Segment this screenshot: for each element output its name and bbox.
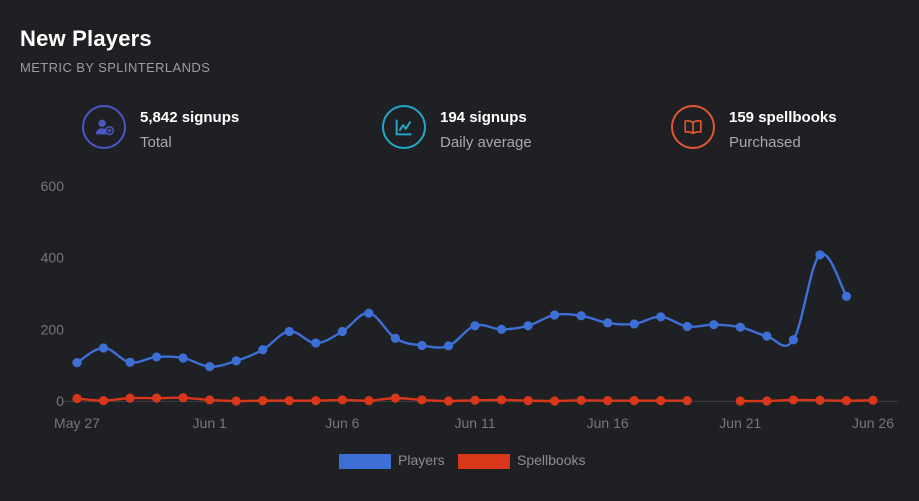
x-tick-label: May 27 <box>54 415 100 431</box>
y-tick-label: 200 <box>41 321 65 337</box>
spellbooks-data-point[interactable] <box>603 396 613 406</box>
spellbooks-data-point[interactable] <box>443 396 454 406</box>
players-data-point[interactable] <box>364 308 374 318</box>
players-data-point[interactable] <box>311 338 321 348</box>
players-series-line <box>76 252 848 368</box>
players-data-point[interactable] <box>762 331 772 341</box>
add-user-icon <box>82 105 126 149</box>
players-data-point[interactable] <box>284 326 294 337</box>
spellbooks-data-point[interactable] <box>629 396 639 406</box>
players-data-point[interactable] <box>417 340 427 351</box>
page-title: New Players <box>20 26 152 51</box>
stat-spellbooks-purchased: 159 spellbooks Purchased <box>671 105 871 155</box>
players-data-point[interactable] <box>125 357 135 367</box>
players-data-point[interactable] <box>841 291 852 301</box>
legend-label: Spellbooks <box>517 452 586 468</box>
spellbooks-data-point[interactable] <box>72 393 82 404</box>
spellbooks-data-point[interactable] <box>311 396 321 406</box>
spellbooks-data-point[interactable] <box>576 395 586 405</box>
players-data-point[interactable] <box>576 311 586 321</box>
stat-value: 5,842 signups <box>140 109 240 126</box>
spellbooks-data-point[interactable] <box>231 396 241 406</box>
players-data-point[interactable] <box>205 362 215 372</box>
stat-label: Total <box>140 134 172 151</box>
players-data-point[interactable] <box>231 356 241 366</box>
x-tick-label: Jun 11 <box>455 415 496 431</box>
spellbooks-data-point[interactable] <box>815 395 825 405</box>
players-data-point[interactable] <box>152 352 162 362</box>
players-data-point[interactable] <box>470 321 480 331</box>
spellbooks-data-point[interactable] <box>364 396 374 406</box>
y-tick-label: 0 <box>56 393 64 409</box>
spellbooks-data-point[interactable] <box>125 393 135 403</box>
spellbooks-data-point[interactable] <box>98 396 109 406</box>
x-tick-label: Jun 1 <box>193 415 227 431</box>
spellbooks-data-point[interactable] <box>523 396 533 406</box>
spellbooks-data-point[interactable] <box>152 393 162 403</box>
players-data-point[interactable] <box>656 312 666 322</box>
players-data-point[interactable] <box>390 333 400 343</box>
players-data-point[interactable] <box>72 358 82 368</box>
stat-label: Daily average <box>440 134 532 151</box>
players-data-point[interactable] <box>178 353 188 363</box>
spellbooks-data-point[interactable] <box>178 393 188 403</box>
spellbooks-data-point[interactable] <box>390 393 400 403</box>
players-data-point[interactable] <box>258 345 268 355</box>
stat-label: Purchased <box>729 134 801 151</box>
players-data-point[interactable] <box>788 335 799 345</box>
spellbooks-data-point[interactable] <box>735 396 745 406</box>
x-axis: May 27 Jun 1 Jun 6 Jun 11 Jun 16 Jun 21 Jun 26 <box>54 415 894 431</box>
spellbooks-data-point[interactable] <box>417 395 427 405</box>
spellbooks-data-point[interactable] <box>682 396 692 406</box>
stat-total-signups: 5,842 signups Total <box>82 105 282 155</box>
spellbooks-data-point[interactable] <box>337 395 347 405</box>
line-chart-icon <box>382 105 426 149</box>
spellbooks-data-point[interactable] <box>656 396 666 406</box>
page-subtitle: METRIC BY SPLINTERLANDS <box>20 60 211 75</box>
spellbooks-data-point[interactable] <box>550 396 560 406</box>
x-tick-label: Jun 21 <box>719 415 761 431</box>
players-data-point[interactable] <box>443 341 454 351</box>
players-data-point[interactable] <box>523 321 533 331</box>
players-data-point[interactable] <box>98 343 109 353</box>
spellbooks-data-point[interactable] <box>205 395 215 405</box>
x-tick-label: Jun 26 <box>852 415 894 431</box>
x-tick-label: Jun 6 <box>325 415 359 431</box>
players-data-point[interactable] <box>815 250 825 260</box>
spellbooks-data-point[interactable] <box>470 395 480 405</box>
stat-value: 159 spellbooks <box>729 109 837 126</box>
players-data-point[interactable] <box>629 319 639 329</box>
players-data-point[interactable] <box>735 322 745 332</box>
spellbooks-series-line <box>740 398 874 403</box>
spellbooks-data-point[interactable] <box>841 396 852 406</box>
players-data-point[interactable] <box>603 318 613 328</box>
y-axis: 0 200 400 600 <box>41 178 898 409</box>
legend-label: Players <box>398 452 445 468</box>
spellbooks-data-point[interactable] <box>258 396 268 406</box>
legend-swatch-spellbooks <box>458 454 510 469</box>
x-tick-label: Jun 16 <box>587 415 629 431</box>
players-data-point[interactable] <box>496 324 507 334</box>
series-points <box>72 250 878 406</box>
spellbooks-data-point[interactable] <box>762 396 772 406</box>
players-data-point[interactable] <box>337 326 347 337</box>
stat-value: 194 signups <box>440 109 527 126</box>
players-data-point[interactable] <box>709 320 719 330</box>
spellbooks-data-point[interactable] <box>788 395 799 405</box>
spellbooks-data-point[interactable] <box>284 396 294 406</box>
y-tick-label: 600 <box>41 178 65 194</box>
players-data-point[interactable] <box>550 310 560 320</box>
legend-swatch-players <box>339 454 391 469</box>
chart-legend: Players Spellbooks <box>0 451 919 471</box>
spellbooks-data-point[interactable] <box>496 395 507 405</box>
y-tick-label: 400 <box>41 250 65 266</box>
stat-daily-average: 194 signups Daily average <box>382 105 582 155</box>
spellbooks-series-line <box>76 396 688 403</box>
open-book-icon <box>671 105 715 149</box>
players-data-point[interactable] <box>682 321 692 332</box>
spellbooks-data-point[interactable] <box>868 395 878 405</box>
